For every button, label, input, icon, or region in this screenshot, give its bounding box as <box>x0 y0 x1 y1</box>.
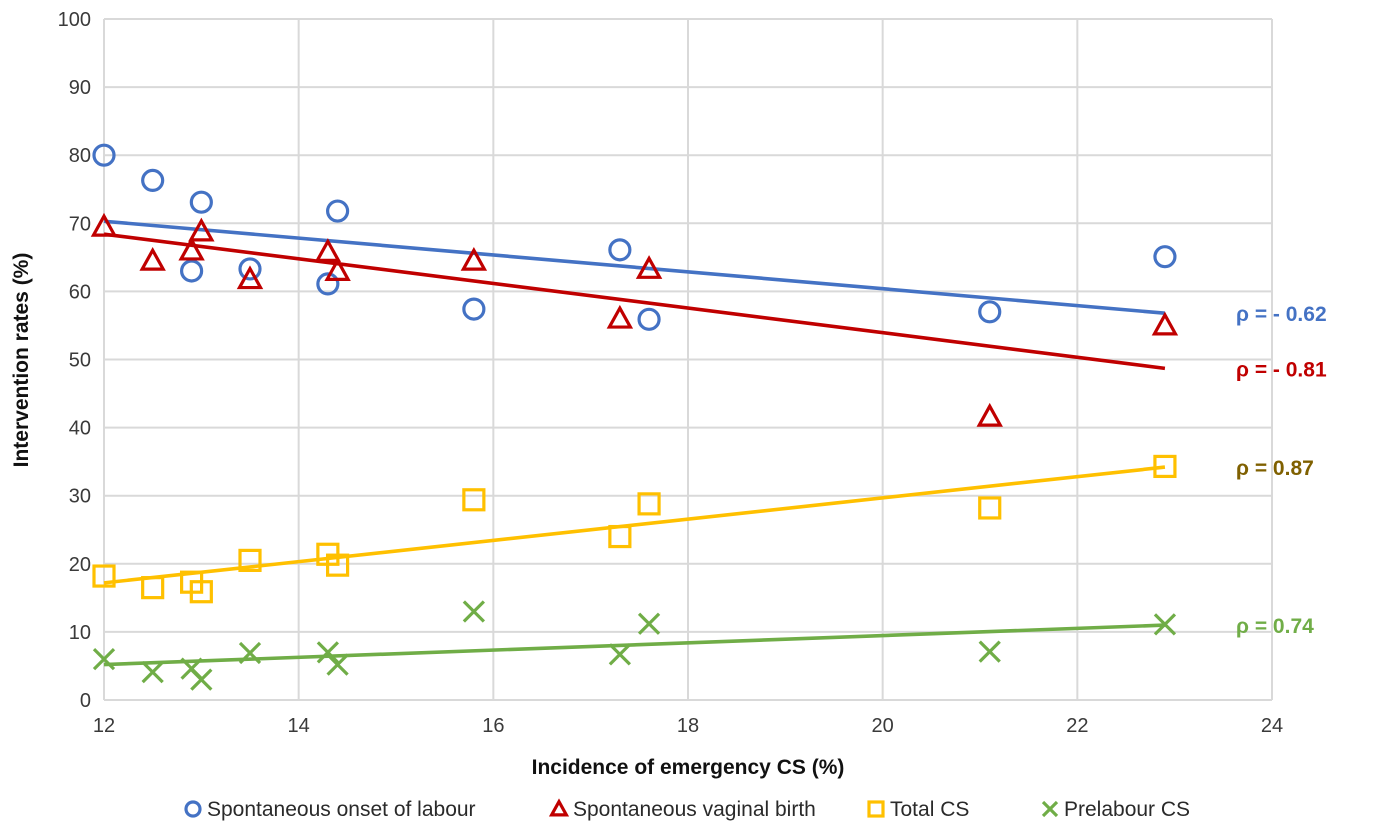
tick-labels: 0 10 20 30 40 50 60 70 80 90 100 12 14 16 18 20 22 24 <box>58 9 1284 737</box>
triangle-point <box>1151 311 1179 336</box>
square-point <box>189 580 213 604</box>
data-points <box>90 143 1179 691</box>
y-tick-label: 10 <box>69 622 91 644</box>
square-point <box>1153 454 1177 479</box>
x-point <box>141 660 164 684</box>
circle-point <box>141 168 165 192</box>
triangle-point <box>178 236 205 261</box>
trendline-circle <box>103 219 1166 315</box>
y-tick-label: 50 <box>69 350 91 372</box>
circle-point <box>978 300 1002 324</box>
x-axis-title: Incidence of emergency CS (%) <box>532 756 845 779</box>
x-point <box>637 612 661 635</box>
square-point <box>637 492 661 516</box>
circle-point <box>462 297 486 321</box>
x-tick-label: 16 <box>482 715 504 737</box>
square-point <box>141 576 165 600</box>
square-point <box>238 548 262 572</box>
triangle-point <box>606 304 634 329</box>
legend-label: Spontaneous onset of labour <box>207 798 476 821</box>
y-tick-label: 40 <box>69 418 91 440</box>
legend: Spontaneous onset of labour Spontaneous v… <box>184 798 1190 821</box>
trendlines <box>103 219 1166 667</box>
square-point <box>326 553 350 577</box>
trendline-square <box>103 465 1166 585</box>
circle-point <box>316 272 340 296</box>
x-point <box>462 600 485 623</box>
x-tick-label: 24 <box>1261 715 1283 737</box>
triangle-point <box>324 257 351 281</box>
x-point <box>316 641 339 664</box>
y-tick-label: 60 <box>69 281 91 303</box>
triangle-point <box>976 402 1003 427</box>
x-point <box>326 653 349 676</box>
square-point <box>92 564 116 588</box>
circle-point <box>180 259 204 283</box>
circle-point <box>608 238 632 262</box>
y-tick-label: 70 <box>69 213 91 235</box>
circle-point <box>238 257 262 281</box>
y-tick-label: 100 <box>58 9 91 31</box>
legend-label: Spontaneous vaginal birth <box>573 798 816 821</box>
y-tick-label: 0 <box>80 690 91 712</box>
x-tick-label: 14 <box>288 715 310 737</box>
legend-label: Prelabour CS <box>1064 798 1190 821</box>
rho-label: ρ = - 0.62 <box>1236 303 1327 326</box>
legend-label: Total CS <box>890 798 969 821</box>
x-point <box>92 648 116 671</box>
square-point <box>462 488 486 512</box>
trendline-x <box>103 623 1166 667</box>
triangle-point <box>635 255 663 279</box>
y-tick-label: 90 <box>69 77 91 99</box>
rho-label: ρ = 0.74 <box>1236 615 1314 638</box>
x-tick-label: 12 <box>93 715 115 737</box>
rho-label: ρ = 0.87 <box>1236 457 1314 480</box>
y-tick-label: 30 <box>69 486 91 508</box>
x-point <box>608 643 631 666</box>
circle-point <box>326 199 350 223</box>
circle-point <box>189 190 213 214</box>
legend-marker-x <box>1041 800 1059 818</box>
square-point <box>608 524 632 549</box>
circle-point <box>1153 245 1177 269</box>
y-tick-label: 80 <box>69 145 91 167</box>
triangle-point <box>139 246 166 271</box>
x-point <box>1153 613 1177 636</box>
legend-marker-circle <box>184 800 202 818</box>
triangle-point <box>188 217 215 242</box>
correlation-labels: ρ = - 0.62 ρ = - 0.81 ρ = 0.87 ρ = 0.74 <box>1236 303 1327 638</box>
circle-point <box>92 143 116 167</box>
gridlines <box>103 18 1273 701</box>
y-axis-title: Intervention rates (%) <box>10 253 33 468</box>
y-tick-label: 20 <box>69 554 91 576</box>
triangle-point <box>90 212 118 237</box>
x-tick-label: 18 <box>677 715 699 737</box>
circle-point <box>637 307 661 331</box>
x-point <box>978 640 1001 663</box>
square-point <box>978 496 1002 520</box>
rho-label: ρ = - 0.81 <box>1236 358 1327 381</box>
x-tick-label: 20 <box>872 715 894 737</box>
legend-marker-square <box>867 800 885 818</box>
x-tick-label: 22 <box>1066 715 1088 737</box>
triangle-point <box>460 246 488 271</box>
trendline-triangle <box>103 232 1166 371</box>
triangle-point <box>236 265 264 290</box>
x-point <box>190 668 213 691</box>
triangle-point <box>314 238 342 262</box>
legend-marker-triangle <box>548 798 570 817</box>
x-point <box>238 641 262 665</box>
